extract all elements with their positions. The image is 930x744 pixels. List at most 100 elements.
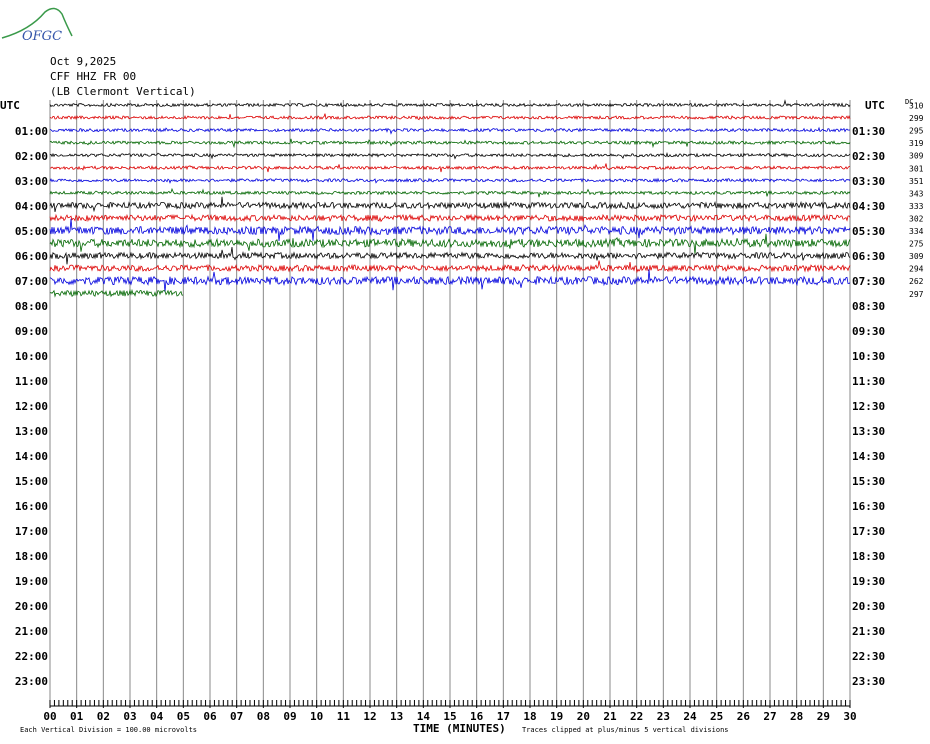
- right-label: 18:30: [852, 550, 885, 563]
- right-label: 20:30: [852, 600, 885, 613]
- logo: OFGC: [22, 29, 62, 44]
- left-label: 15:00: [15, 475, 48, 488]
- left-label: 16:00: [15, 500, 48, 513]
- x-tick-label: 09: [283, 710, 296, 723]
- x-axis-title: TIME (MINUTES): [413, 722, 506, 735]
- station: CFF HHZ FR 00: [50, 70, 136, 83]
- dc-value: 310: [909, 102, 924, 111]
- dc-value: 297: [909, 290, 924, 299]
- trace: [49, 99, 851, 108]
- x-tick-label: 11: [337, 710, 351, 723]
- x-tick-label: 07: [230, 710, 243, 723]
- dc-value: 309: [909, 252, 924, 261]
- trace: [49, 138, 851, 149]
- trace: [49, 113, 851, 121]
- right-label: 15:30: [852, 475, 885, 488]
- trace: [49, 233, 851, 255]
- x-tick-label: 02: [97, 710, 110, 723]
- x-tick-label: 08: [257, 710, 270, 723]
- right-label: 03:30: [852, 175, 885, 188]
- left-label: 22:00: [15, 650, 48, 663]
- trace: [49, 260, 851, 274]
- trace: [49, 213, 851, 223]
- right-label: 06:30: [852, 250, 885, 263]
- right-label: 11:30: [852, 375, 885, 388]
- trace: [49, 269, 851, 293]
- right-label: 22:30: [852, 650, 885, 663]
- right-label: 17:30: [852, 525, 885, 538]
- x-tick-label: 22: [630, 710, 643, 723]
- dc-value: 302: [909, 214, 924, 223]
- right-label: 04:30: [852, 200, 885, 213]
- right-label: 21:30: [852, 625, 885, 638]
- right-label: 08:30: [852, 300, 885, 313]
- right-label: 09:30: [852, 325, 885, 338]
- dc-title: DC: [905, 98, 913, 106]
- logo-mark: [1, 7, 73, 39]
- left-label: 17:00: [15, 525, 48, 538]
- right-label: 02:30: [852, 150, 885, 163]
- trace: [49, 218, 851, 242]
- left-label: 23:00: [15, 675, 48, 688]
- dc-value: 294: [909, 265, 924, 274]
- dc-value: 295: [909, 127, 924, 136]
- left-label: 03:00: [15, 175, 48, 188]
- left-label: 12:00: [15, 400, 48, 413]
- x-tick-label: 06: [203, 710, 217, 723]
- left-label: 05:00: [15, 225, 48, 238]
- left-label: 21:00: [15, 625, 48, 638]
- footer-clip: Traces clipped at plus/minus 5 vertical …: [522, 726, 729, 734]
- left-axis-title: UTC: [0, 99, 20, 112]
- right-label: 10:30: [852, 350, 885, 363]
- trace: [49, 152, 851, 160]
- right-axis-title: UTC: [865, 99, 885, 112]
- right-label: 19:30: [852, 575, 885, 588]
- right-label: 05:30: [852, 225, 885, 238]
- right-label: 14:30: [852, 450, 885, 463]
- left-label: 08:00: [15, 300, 48, 313]
- location: (LB Clermont Vertical): [50, 85, 196, 98]
- left-label: 09:00: [15, 325, 48, 338]
- dc-value: 299: [909, 114, 924, 123]
- x-tick-label: 16: [470, 710, 484, 723]
- x-tick-label: 01: [70, 710, 84, 723]
- x-tick-label: 13: [390, 710, 403, 723]
- left-label: 11:00: [15, 375, 48, 388]
- x-tick-label: 24: [683, 710, 697, 723]
- left-label: 07:00: [15, 275, 48, 288]
- x-tick-label: 26: [737, 710, 751, 723]
- x-tick-label: 12: [363, 710, 376, 723]
- left-label: 01:00: [15, 125, 48, 138]
- right-label: 16:30: [852, 500, 885, 513]
- x-tick-label: 15: [443, 710, 456, 723]
- trace: [49, 288, 184, 298]
- x-tick-label: 28: [790, 710, 803, 723]
- dc-value: 319: [909, 139, 924, 148]
- trace: [49, 177, 851, 184]
- trace: [49, 187, 851, 198]
- left-label: 14:00: [15, 450, 48, 463]
- left-label: 18:00: [15, 550, 48, 563]
- dc-value: 275: [909, 240, 924, 249]
- dc-value: 333: [909, 202, 924, 211]
- left-label: 04:00: [15, 200, 48, 213]
- date: Oct 9,2025: [50, 55, 116, 68]
- x-tick-label: 25: [710, 710, 723, 723]
- trace: [49, 247, 851, 265]
- dc-value: 351: [909, 177, 924, 186]
- x-tick-label: 00: [43, 710, 56, 723]
- x-tick-label: 29: [817, 710, 830, 723]
- x-tick-label: 04: [150, 710, 164, 723]
- left-label: 06:00: [15, 250, 48, 263]
- left-label: 10:00: [15, 350, 48, 363]
- x-tick-label: 23: [657, 710, 670, 723]
- x-tick-label: 03: [123, 710, 136, 723]
- dc-value: 262: [909, 277, 924, 286]
- x-tick-label: 18: [523, 710, 536, 723]
- footer-scale: Each Vertical Division = 100.00 microvol…: [20, 726, 197, 734]
- x-tick-label: 21: [603, 710, 617, 723]
- x-tick-label: 27: [763, 710, 776, 723]
- left-label: 02:00: [15, 150, 48, 163]
- right-label: 01:30: [852, 125, 885, 138]
